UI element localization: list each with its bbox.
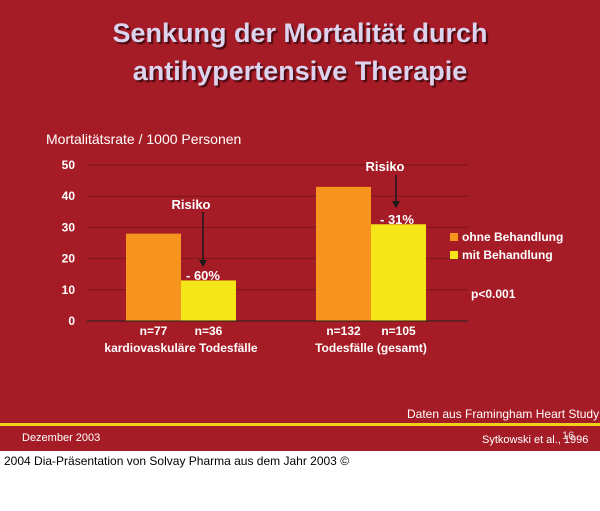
- y-tick-label: 20: [62, 252, 76, 266]
- bars: [126, 186, 426, 321]
- y-tick-label: 30: [62, 220, 76, 234]
- category-label: kardiovaskuläre Todesfälle: [104, 341, 258, 355]
- legend-swatch: [450, 233, 458, 241]
- category-label: Todesfälle (gesamt): [315, 341, 427, 355]
- slide-title-line-2: antihypertensive Therapie: [132, 56, 468, 86]
- legend-label: ohne Behandlung: [462, 230, 563, 244]
- n-label: n=105: [381, 324, 416, 338]
- risk-change-label: - 60%: [186, 268, 220, 283]
- risk-arrow-head: [392, 201, 400, 208]
- citation: Sytkowski et al., 1996: [482, 434, 589, 446]
- slide: Senkung der Mortalität durch antihyperte…: [0, 0, 600, 451]
- n-label: n=132: [326, 324, 361, 338]
- legend-label: mit Behandlung: [462, 248, 553, 262]
- page-number: 16: [562, 430, 575, 442]
- n-label: n=36: [195, 324, 223, 338]
- date-label: Dezember 2003: [22, 432, 101, 444]
- n-label: n=77: [140, 324, 168, 338]
- slide-title-line-1: Senkung der Mortalität durch: [112, 18, 488, 48]
- y-axis-label: Mortalitätsrate / 1000 Personen: [46, 131, 241, 147]
- bar-ohne-2: [316, 186, 371, 321]
- legend: ohne Behandlung mit Behandlung: [450, 230, 563, 262]
- y-tick-labels: 0 10 20 30 40 50: [62, 158, 76, 328]
- sample-size-labels: n=77 n=132 n=36 n=105: [140, 324, 416, 338]
- source-note: Daten aus Framingham Heart Study: [407, 407, 600, 421]
- y-tick-label: 50: [62, 158, 76, 172]
- mortality-bar-chart: Mortalitätsrate / 1000 Personen 0 10 20 30 4…: [46, 131, 563, 355]
- bar-ohne-1: [126, 233, 181, 321]
- risk-label: Risiko: [171, 197, 210, 212]
- risk-annotations: Risiko - 60% Risiko - 31%: [171, 159, 414, 283]
- y-tick-label: 10: [62, 283, 76, 297]
- y-tick-label: 40: [62, 189, 76, 203]
- category-labels: kardiovaskuläre Todesfälle Todesfälle (ge…: [104, 341, 427, 355]
- risk-label: Risiko: [365, 159, 404, 174]
- legend-swatch: [450, 251, 458, 259]
- y-tick-label: 0: [68, 314, 75, 328]
- bar-mit-2: [371, 224, 426, 321]
- risk-arrow-head: [199, 260, 207, 267]
- risk-change-label: - 31%: [380, 212, 414, 227]
- image-caption: 2004 Dia-Präsentation von Solvay Pharma …: [4, 454, 350, 468]
- bar-mit-1: [181, 280, 236, 321]
- significance-label: p<0.001: [471, 287, 516, 301]
- footer-divider: [0, 423, 600, 426]
